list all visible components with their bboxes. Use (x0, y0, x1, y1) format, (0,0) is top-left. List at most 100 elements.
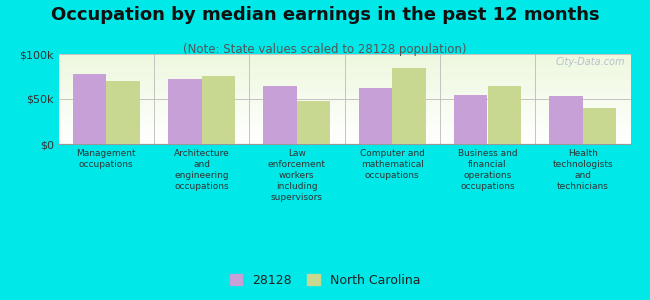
Bar (58, 140, 630, 141)
Bar (58, 129, 630, 130)
Bar (58, 101, 630, 102)
Bar (58, 120, 630, 121)
Bar (58, 70, 630, 71)
Bar (58, 143, 630, 144)
Bar (58, 134, 630, 135)
Bar (58, 94, 630, 95)
Bar (58, 66, 630, 67)
Bar (583, 108, 616, 144)
Bar (58, 54, 630, 55)
Bar (58, 108, 630, 109)
Bar (58, 99, 630, 100)
Bar (58, 59, 630, 60)
Bar (58, 75, 630, 76)
Bar (58, 91, 630, 92)
Bar (392, 68, 426, 144)
Bar (297, 101, 330, 144)
Bar (58, 82, 630, 83)
Text: Occupation by median earnings in the past 12 months: Occupation by median earnings in the pas… (51, 6, 599, 24)
Bar (58, 112, 630, 113)
Bar (58, 114, 630, 115)
Bar (168, 79, 202, 144)
Bar (58, 117, 630, 118)
Bar (202, 76, 235, 144)
Bar (58, 107, 630, 108)
Bar (549, 96, 583, 144)
Text: City-Data.com: City-Data.com (555, 57, 625, 67)
Bar (58, 135, 630, 136)
Bar (58, 86, 630, 87)
Bar (58, 77, 630, 78)
Bar (58, 71, 630, 72)
Bar (58, 128, 630, 129)
Bar (58, 88, 630, 89)
Bar (58, 124, 630, 125)
Bar (58, 123, 630, 124)
Bar (58, 105, 630, 106)
Bar (58, 85, 630, 86)
Bar (58, 89, 630, 90)
Bar (58, 76, 630, 77)
Bar (106, 81, 140, 144)
Bar (58, 72, 630, 73)
Bar (58, 90, 630, 91)
Bar (58, 63, 630, 64)
Legend: 28128, North Carolina: 28128, North Carolina (226, 270, 424, 291)
Bar (58, 60, 630, 61)
Bar (58, 125, 630, 126)
Bar (58, 69, 630, 70)
Bar (58, 115, 630, 116)
Bar (58, 132, 630, 133)
Bar (58, 142, 630, 143)
Bar (58, 85, 630, 86)
Bar (488, 86, 521, 144)
Bar (359, 88, 392, 144)
Bar (58, 130, 630, 131)
Bar (58, 139, 630, 140)
Bar (58, 83, 630, 84)
Bar (58, 116, 630, 117)
Bar (58, 78, 630, 79)
Bar (58, 111, 630, 112)
Bar (58, 58, 630, 59)
Text: (Note: State values scaled to 28128 population): (Note: State values scaled to 28128 popu… (183, 44, 467, 56)
Bar (58, 87, 630, 88)
Bar (58, 56, 630, 57)
Bar (58, 67, 630, 68)
Bar (58, 93, 630, 94)
Bar (58, 104, 630, 105)
Bar (58, 118, 630, 119)
Bar (58, 121, 630, 122)
Bar (58, 64, 630, 65)
Bar (58, 136, 630, 137)
Bar (58, 126, 630, 127)
Bar (58, 96, 630, 97)
Bar (58, 137, 630, 138)
Bar (58, 97, 630, 98)
Bar (58, 98, 630, 99)
Bar (58, 103, 630, 104)
Bar (58, 141, 630, 142)
Bar (58, 55, 630, 56)
Bar (58, 65, 630, 66)
Bar (58, 80, 630, 81)
Bar (58, 61, 630, 62)
Bar (58, 127, 630, 128)
Bar (58, 138, 630, 139)
Bar (58, 102, 630, 103)
Bar (58, 79, 630, 80)
Bar (58, 119, 630, 120)
Bar (73, 74, 106, 144)
Bar (58, 131, 630, 132)
Bar (58, 57, 630, 58)
Bar (58, 62, 630, 63)
Bar (263, 85, 297, 144)
Bar (58, 110, 630, 111)
Bar (58, 133, 630, 134)
Bar (58, 113, 630, 114)
Bar (58, 109, 630, 110)
Bar (454, 94, 488, 144)
Bar (58, 84, 630, 85)
Bar (58, 122, 630, 123)
Bar (58, 74, 630, 75)
